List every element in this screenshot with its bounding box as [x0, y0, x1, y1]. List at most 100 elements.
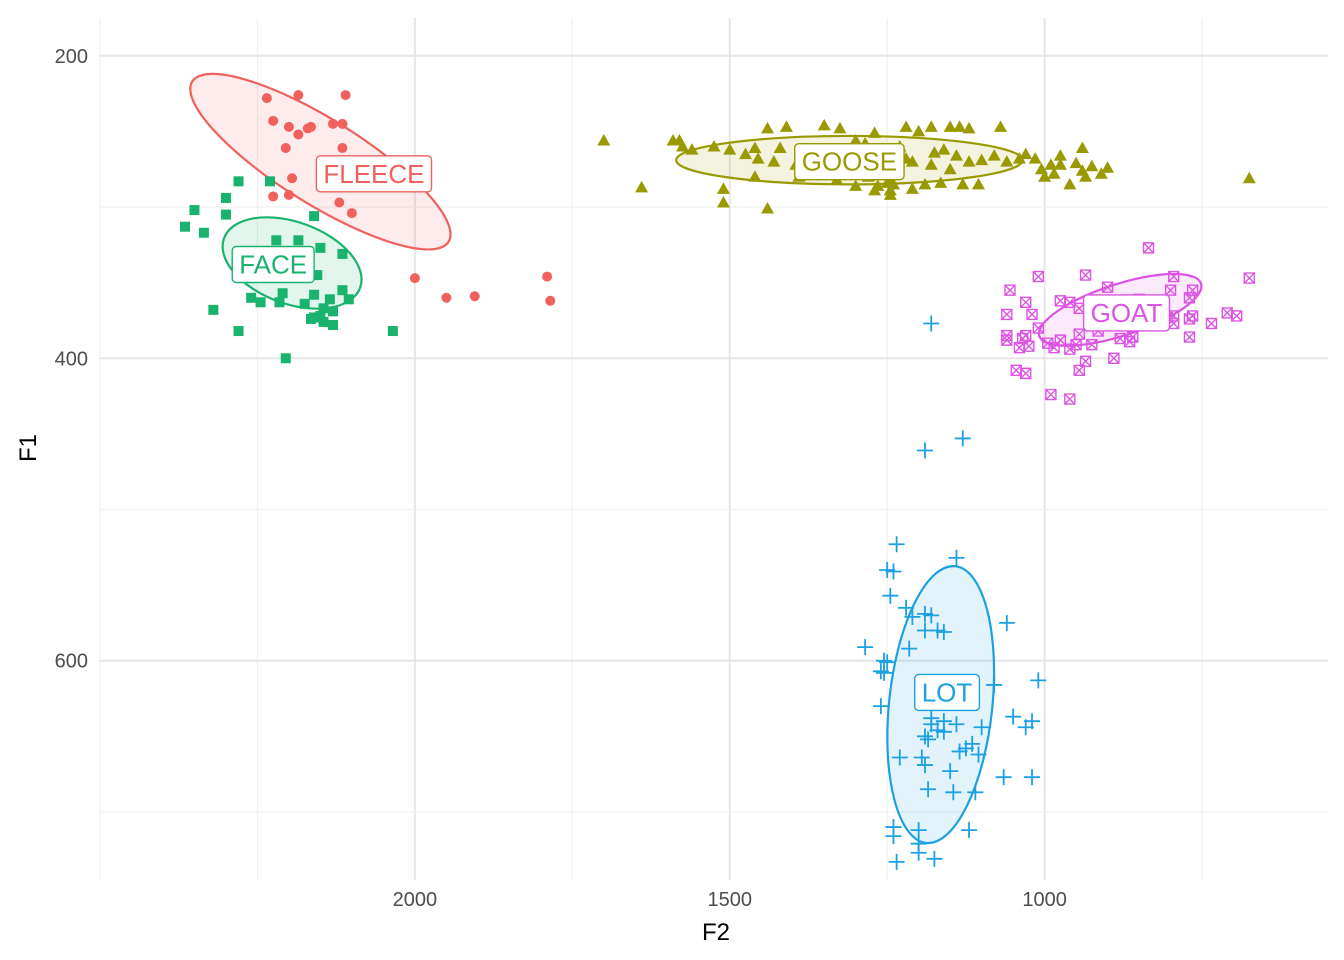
lot-point [935, 723, 952, 740]
fleece-point [337, 143, 348, 154]
goat-label: GOAT [1091, 298, 1163, 328]
goose-point [748, 141, 762, 154]
face-point [343, 294, 354, 305]
face-point [312, 270, 323, 281]
fleece-point [328, 118, 339, 129]
face-point [265, 176, 276, 187]
goose-point [676, 140, 690, 152]
goat-point [1020, 367, 1032, 380]
fleece-point [268, 191, 279, 202]
goose-point [962, 121, 976, 134]
goose-point [937, 143, 951, 155]
lot-point [929, 722, 946, 739]
goose-point [761, 121, 775, 134]
face-point [274, 297, 285, 308]
lot-point [916, 728, 933, 745]
goose-point [1038, 170, 1052, 182]
lot-point [935, 623, 952, 640]
fleece-point [302, 123, 313, 134]
goose-point [1069, 156, 1083, 169]
face-point [277, 288, 288, 299]
goose-point [738, 147, 752, 160]
goose-point [751, 152, 765, 164]
lot-point [901, 640, 918, 657]
face-point [271, 235, 282, 246]
goose-point [956, 177, 970, 190]
goat-point [1001, 308, 1013, 321]
goose-point [1075, 164, 1089, 176]
goose-point [994, 120, 1008, 132]
lot-point [942, 763, 959, 780]
goose-point [1028, 152, 1042, 164]
goat-point [1013, 341, 1026, 354]
goat-point [1004, 284, 1016, 296]
fleece-point [337, 118, 348, 129]
goose-point [1101, 161, 1115, 173]
goat-point [1205, 317, 1218, 330]
lot-point [973, 719, 990, 736]
lot-point [1030, 672, 1047, 689]
face-point [220, 209, 231, 220]
goose-point [962, 155, 976, 167]
goat-point [1123, 335, 1136, 348]
goat-point [1016, 332, 1029, 345]
face-point [309, 211, 320, 222]
goose-point [833, 121, 847, 134]
face-point [328, 319, 339, 330]
lot-point [929, 622, 946, 639]
goose-point [685, 143, 699, 155]
fleece-point [542, 271, 553, 282]
fleece-point [283, 121, 294, 132]
goat-point [1086, 338, 1098, 351]
fleece-point [545, 295, 556, 306]
goose-point [905, 155, 919, 167]
fleece-label: FLEECE [323, 159, 424, 189]
lot-point [945, 784, 962, 801]
fleece-point [346, 208, 357, 219]
lot-point [926, 850, 943, 867]
goose-point [1000, 155, 1014, 167]
goose-point [597, 133, 611, 146]
goat-point [1073, 328, 1085, 340]
goat-point [1026, 308, 1038, 321]
face-point [315, 242, 326, 253]
goat-point [1079, 355, 1092, 367]
goat-point [1230, 310, 1243, 322]
face-point [337, 248, 348, 259]
goose-point [748, 170, 762, 182]
goat-point [1070, 338, 1082, 351]
lot-point [961, 822, 978, 839]
goose-label: GOOSE [802, 147, 897, 177]
goose-point [1063, 177, 1077, 190]
fleece-point [268, 115, 279, 126]
fleece-point [287, 173, 298, 184]
face-point [328, 306, 339, 317]
fleece-point [293, 90, 304, 101]
goose-point [723, 143, 737, 155]
goose-point [924, 120, 938, 132]
goose-point [1242, 171, 1256, 184]
lot-point [1005, 708, 1022, 725]
goat-point [1020, 296, 1032, 309]
y-tick-label: 200 [55, 46, 88, 68]
fleece-point [293, 129, 304, 140]
goose-point [953, 120, 967, 132]
lot-point [948, 716, 965, 733]
face-point [337, 285, 348, 296]
lot-point [910, 822, 927, 839]
fleece-point [340, 90, 351, 101]
face-point [220, 192, 231, 203]
goat-point [1108, 352, 1120, 364]
fleece-point [409, 273, 420, 284]
lot-point [957, 740, 974, 757]
lot-point [888, 536, 905, 553]
face-point [324, 294, 335, 305]
face-point [208, 304, 219, 315]
face-point [233, 176, 244, 187]
goat-point [1001, 334, 1013, 346]
goose-point [767, 155, 781, 167]
goose-point [1053, 158, 1067, 170]
lot-point [916, 605, 933, 622]
goose-point [924, 158, 938, 170]
